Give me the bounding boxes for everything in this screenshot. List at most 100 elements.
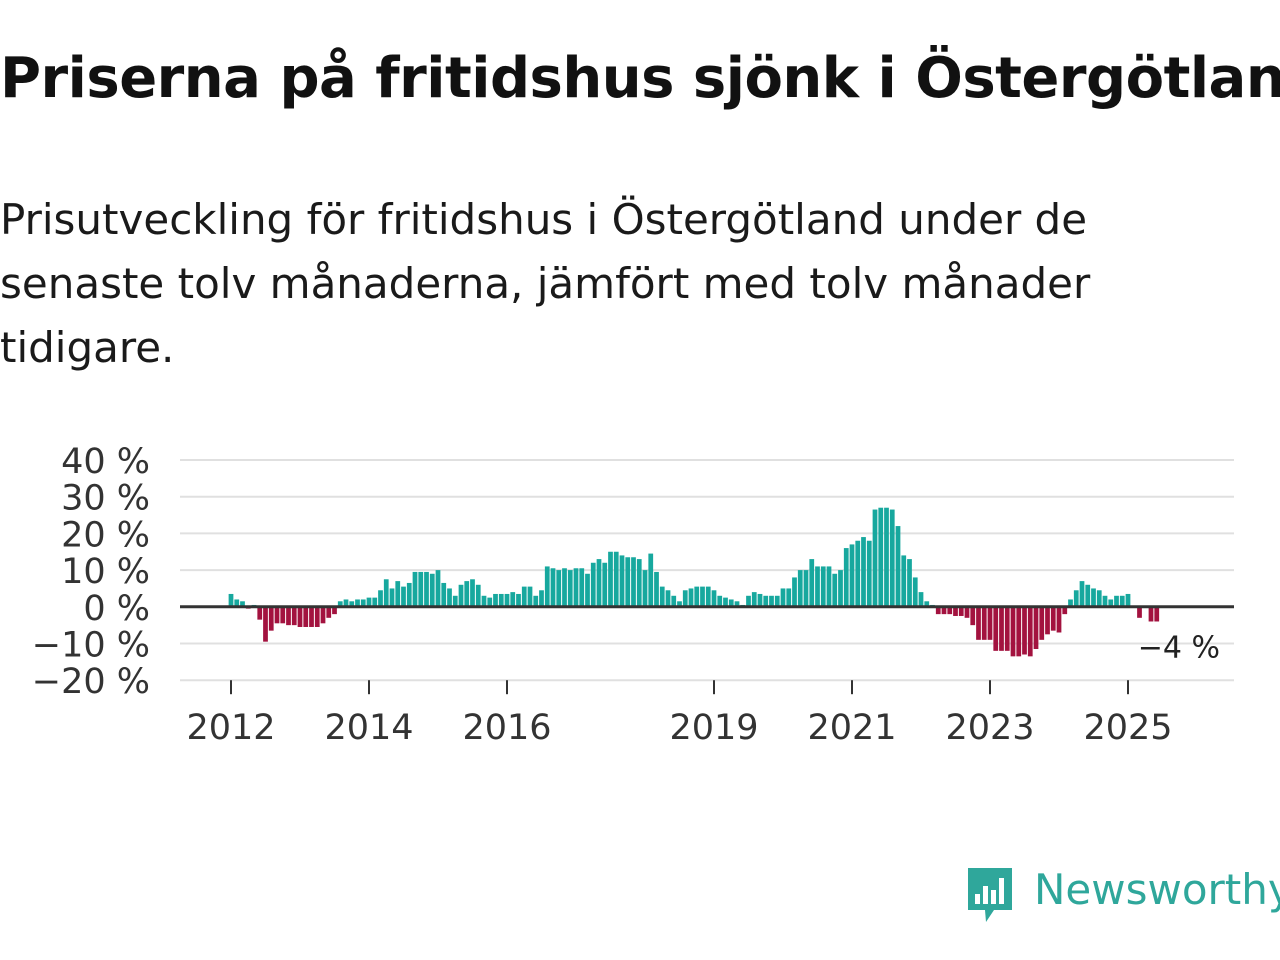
bar [884,507,889,607]
bar [855,540,861,607]
bar [1114,595,1119,607]
bar [769,595,774,607]
x-tick-label: 2016 [462,708,551,748]
bar [780,588,786,607]
bar [970,606,976,626]
bar [406,582,412,607]
bar [1137,606,1142,618]
bar [717,595,723,607]
bar [521,586,527,607]
bar [895,526,901,607]
y-tick-label: 30 % [61,479,150,519]
bar [280,606,286,624]
bar [820,566,826,607]
bar [228,593,234,607]
bar [360,599,366,607]
bar [625,557,631,607]
bar [1073,590,1079,607]
bar [516,593,521,607]
bar [987,606,993,640]
bar [297,606,303,627]
bar [866,540,872,607]
bar [809,559,815,607]
bar [550,568,556,607]
bar [705,586,711,607]
bar [286,606,291,626]
bar [734,601,740,607]
bar [803,570,809,607]
y-tick-label: 40 % [61,442,150,482]
bar [981,606,987,640]
x-tick-label: 2023 [945,708,1034,748]
bar [567,570,573,607]
bar [878,507,884,607]
bar [935,606,941,615]
bar [843,548,849,607]
bar [947,606,953,615]
bar [746,595,751,607]
bar [889,509,895,607]
x-tick-label: 2025 [1083,708,1172,748]
bar [527,586,533,607]
bar [1119,595,1125,607]
bar [924,601,930,607]
bar [665,590,671,607]
bar-chart: 40 %30 %20 %10 %0 %−10 %−20 % 2012 2014 20… [32,442,1234,748]
bar [797,570,803,607]
bar [1154,606,1160,622]
bar [562,568,567,607]
bar [1079,581,1085,607]
bar [993,606,999,651]
bar [441,582,447,607]
bar [470,579,475,607]
bar [309,606,314,627]
bar [475,584,481,607]
bar [349,601,355,607]
y-tick-label: 0 % [83,589,150,629]
x-axis: 2012 2014 2016 2019 2021 2023 2025 [186,680,1173,748]
bar [999,606,1004,651]
bar [1033,606,1039,650]
bar [1056,606,1062,633]
logo-text: Newsworthy [1034,865,1280,914]
bar [1148,606,1154,622]
bar [240,601,245,607]
chart-subtitle: Prisutveckling för fritidshus i Östergöt… [0,195,1091,372]
bar [1022,606,1027,655]
bar [481,595,487,607]
newsworthy-logo[interactable]: Newsworthy [964,864,1280,928]
bar [539,590,544,607]
bar [654,571,659,607]
bar [1062,606,1068,615]
bar [435,570,441,607]
bar [849,544,855,607]
bar [447,588,452,607]
bar [694,586,700,607]
bar [337,601,343,607]
x-tick-label: 2012 [186,708,275,748]
y-tick-label: −10 % [32,626,150,666]
bar [941,606,947,615]
x-tick-label: 2014 [324,708,413,748]
bar [901,555,907,607]
bar [826,566,832,607]
bar [1010,606,1016,657]
bar [602,562,608,607]
bars [228,507,1160,657]
gridlines [180,459,1234,682]
bar [648,553,654,607]
bar [786,588,792,607]
bar [544,566,550,607]
bar [1016,606,1022,657]
bar [619,555,625,607]
bar [636,559,642,607]
bar [1091,588,1096,607]
bar [976,606,981,640]
bar [395,581,401,607]
y-axis-labels: 40 %30 %20 %10 %0 %−10 %−20 % [32,442,150,702]
bar [757,593,763,607]
bar [1050,606,1056,631]
bar [1085,584,1091,607]
bar [234,599,240,607]
bar [688,588,694,607]
